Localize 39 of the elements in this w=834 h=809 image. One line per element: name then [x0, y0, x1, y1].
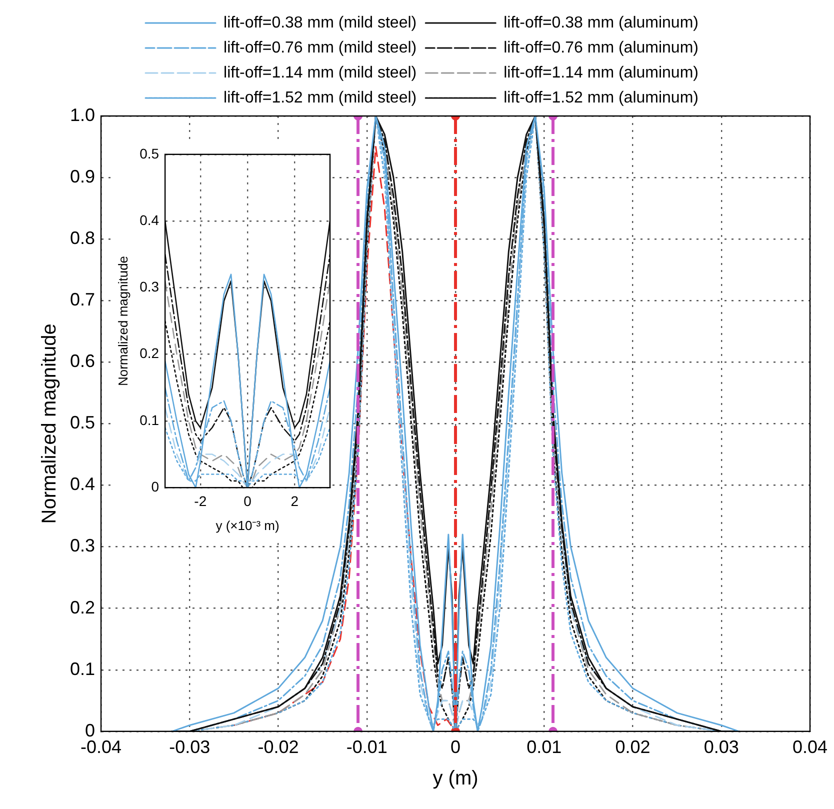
legend-label: lift-off=0.76 mm (aluminum) — [504, 39, 698, 56]
y-tick-label: 0.8 — [70, 228, 96, 248]
legend-label: lift-off=1.14 mm (aluminum) — [504, 64, 698, 82]
y-tick-label: 0.7 — [70, 290, 96, 310]
x-tick-label: 0 — [244, 492, 252, 509]
x-tick-label: -0.01 — [346, 737, 388, 758]
x-tick-label: -0.03 — [169, 737, 210, 758]
y-tick-label: 0.4 — [70, 474, 96, 494]
y-tick-label: 0.1 — [70, 658, 96, 679]
x-tick-label: -0.02 — [258, 737, 299, 758]
y-tick-label: 0.3 — [140, 278, 160, 295]
y-tick-label: 0.4 — [140, 212, 160, 228]
x-tick-label: 0.01 — [526, 737, 562, 758]
y-tick-label: 0.5 — [140, 145, 160, 162]
y-tick-label: 1.0 — [70, 104, 96, 125]
x-tick-label: 0.04 — [792, 737, 828, 758]
x-tick-label: -2 — [194, 492, 207, 509]
y-tick-label: 0.1 — [140, 412, 160, 428]
y-tick-label: 0.2 — [70, 597, 96, 618]
y-tick-label: 0 — [151, 478, 160, 494]
x-axis-title: y (×10⁻³ m) — [216, 518, 280, 533]
x-tick-label: 0.02 — [615, 737, 650, 758]
y-tick-label: 0.6 — [70, 351, 96, 372]
y-tick-label: 0.5 — [70, 412, 96, 433]
x-tick-label: 0.03 — [704, 737, 739, 758]
y-tick-label: 0.9 — [70, 166, 96, 187]
y-axis-title: Normalized magnitude — [38, 324, 61, 524]
y-tick-label: 0.2 — [140, 345, 160, 362]
x-tick-label: 2 — [290, 492, 299, 509]
legend-label: lift-off=0.38 mm (aluminum) — [504, 14, 698, 32]
legend-label: lift-off=1.52 mm (mild steel) — [224, 89, 417, 106]
y-tick-label: 0.3 — [70, 536, 96, 556]
legend-label: lift-off=0.76 mm (mild steel) — [224, 39, 417, 56]
legend-label: lift-off=0.38 mm (mild steel) — [224, 14, 417, 32]
legend-label: lift-off=1.52 mm (aluminum) — [504, 89, 698, 106]
y-axis-title: Normalized magnitude — [115, 256, 130, 386]
x-tick-label: 0 — [450, 737, 461, 758]
legend-label: lift-off=1.14 mm (mild steel) — [224, 64, 417, 82]
x-axis-title: y (m) — [432, 768, 478, 790]
